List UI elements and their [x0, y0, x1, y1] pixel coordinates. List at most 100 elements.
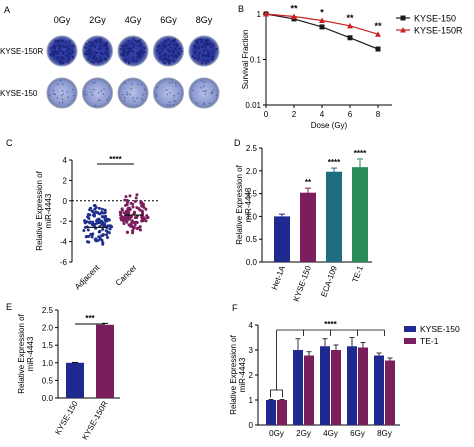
- dose-label-2Gy: 2Gy: [89, 15, 106, 25]
- colony-dot: [122, 46, 125, 49]
- f-legend-label: TE-1: [420, 336, 439, 346]
- colony-dot: [90, 91, 93, 93]
- colony-dot: [54, 39, 57, 42]
- colony-dot: [123, 99, 126, 102]
- c-point-adjacent: [97, 206, 101, 210]
- colony-dot: [132, 50, 135, 53]
- colony-dot: [169, 46, 172, 49]
- colony-dot: [164, 56, 167, 59]
- d-significance-mark: ****: [354, 149, 367, 158]
- panel-c-scatter-chart: C -6 -4 -2 0 2 4 Relative Expression of miR-4443…: [6, 138, 158, 291]
- colony-dot: [212, 56, 215, 59]
- colony-dot: [174, 82, 177, 84]
- colony-dot: [140, 83, 143, 86]
- colony-dot: [169, 92, 171, 94]
- c-point-cancer: [127, 206, 131, 210]
- colony-dot: [87, 52, 90, 55]
- colony-dot: [127, 39, 130, 43]
- colony-dot: [91, 53, 94, 56]
- c-point-cancer: [125, 211, 129, 215]
- colony-dot: [172, 60, 176, 63]
- f-x-tick-label: 8Gy: [377, 429, 392, 438]
- c-point-cancer: [119, 211, 123, 215]
- c-point-adjacent: [87, 216, 91, 220]
- dish-kyse-150-2Gy: [82, 77, 113, 109]
- colony-dot: [88, 52, 92, 56]
- colony-dot: [94, 81, 96, 84]
- d-significance-mark: **: [305, 178, 312, 187]
- colony-dot: [91, 43, 94, 46]
- c-point-adjacent: [103, 208, 107, 212]
- d-x-tick-label: TE-1: [350, 264, 365, 284]
- colony-dot: [169, 81, 171, 84]
- colony-dot: [177, 92, 180, 95]
- c-point-adjacent: [106, 235, 110, 239]
- c-point-cancer: [130, 220, 134, 224]
- colony-dot: [62, 83, 64, 85]
- colony-dot: [212, 89, 215, 91]
- colony-dot: [204, 38, 207, 42]
- f-legend-swatch: [404, 326, 416, 332]
- colony-dot: [156, 86, 158, 89]
- f-bar-2gy-kyse-150: [293, 350, 303, 425]
- b-legend-label: KYSE-150R: [414, 26, 463, 36]
- row-label-kyse-150: KYSE-150: [0, 89, 38, 98]
- colony-dot: [132, 37, 135, 40]
- f-y-tick-label: 2: [249, 371, 254, 380]
- colony-dot: [140, 49, 143, 53]
- colony-dot: [206, 42, 209, 45]
- b-point-kyse-150r: [263, 11, 269, 17]
- f-legend-swatch: [404, 338, 416, 344]
- c-point-cancer: [123, 218, 127, 222]
- colony-dot: [88, 41, 91, 44]
- b-significance-mark: **: [374, 21, 382, 31]
- colony-dot: [130, 88, 133, 90]
- c-point-adjacent: [91, 232, 95, 236]
- colony-dot: [57, 52, 60, 55]
- colony-dot: [57, 43, 60, 47]
- colony-dot: [178, 52, 181, 56]
- colony-dot: [61, 98, 64, 101]
- colony-dot: [69, 58, 72, 61]
- colony-dot: [210, 58, 213, 61]
- c-point-cancer: [125, 203, 129, 207]
- colony-dot: [203, 58, 206, 62]
- colony-dot: [91, 82, 94, 84]
- colony-dot: [208, 102, 211, 104]
- panel-a-row-labels: KYSE-150R KYSE-150: [0, 47, 43, 98]
- e-y-tick-label: 0.0: [42, 394, 54, 403]
- colony-dot: [180, 50, 183, 53]
- c-x-tick-label: Cancer: [114, 263, 139, 288]
- colony-dot: [58, 47, 61, 50]
- colony-dot: [203, 81, 206, 83]
- c-point-adjacent: [104, 219, 108, 223]
- colony-dot: [172, 104, 175, 106]
- f-y-axis-label: miR-4443: [238, 357, 247, 392]
- colony-dot: [156, 49, 159, 52]
- b-significance-mark: *: [320, 7, 324, 17]
- colony-dot: [124, 58, 128, 61]
- colony-dot: [108, 96, 110, 99]
- colony-dot: [167, 43, 170, 47]
- c-point-adjacent: [100, 210, 104, 214]
- e-significance-mark: ***: [85, 314, 95, 323]
- colony-dot: [91, 94, 94, 96]
- colony-dot: [102, 93, 105, 95]
- colony-dot: [196, 41, 199, 44]
- colony-dot: [66, 45, 69, 49]
- c-y-tick-label: -2: [60, 217, 68, 226]
- colony-dot: [207, 55, 210, 58]
- colony-dot: [201, 54, 204, 58]
- e-x-tick-label: KYSE-150R: [80, 399, 109, 441]
- colony-dot: [203, 42, 206, 45]
- colony-dot: [138, 55, 142, 58]
- colony-dot: [58, 102, 61, 104]
- c-point-cancer: [119, 218, 123, 222]
- colony-dot: [135, 40, 139, 43]
- colony-dot: [179, 47, 182, 50]
- colony-dot: [106, 99, 109, 102]
- b-y-axis-label: Survival Fraction: [241, 30, 250, 90]
- colony-dot: [99, 47, 103, 50]
- colony-dot: [167, 37, 170, 40]
- e-y-axis-label: Relative Expression of: [17, 313, 26, 393]
